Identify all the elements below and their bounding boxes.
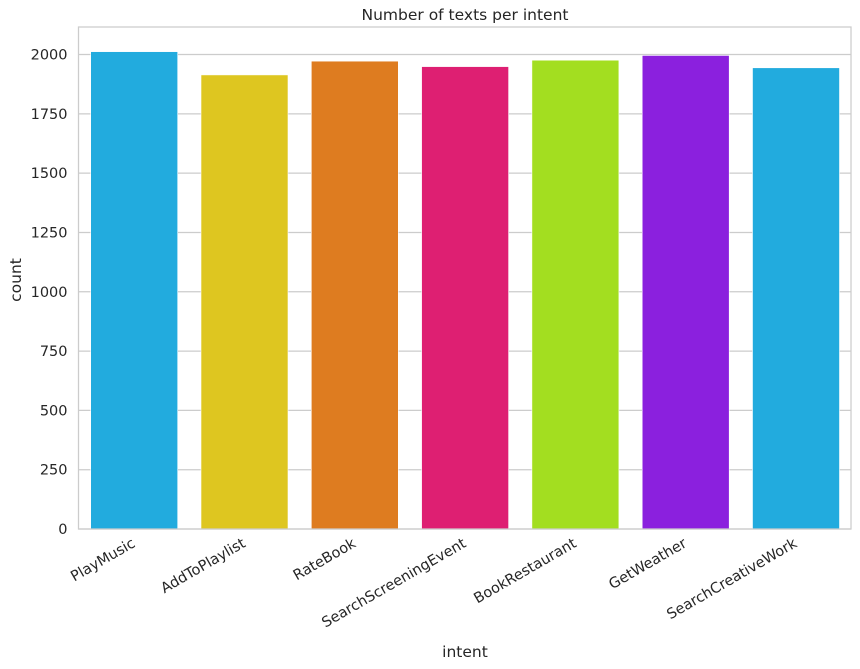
chart-title: Number of texts per intent	[362, 6, 569, 24]
y-tick-label: 250	[40, 463, 68, 479]
bar-getweather	[641, 55, 730, 530]
y-axis-label: count	[7, 258, 25, 302]
bars	[90, 51, 840, 530]
x-tick-label: GetWeather	[606, 536, 689, 593]
bar-ratebook	[310, 60, 399, 530]
y-tick-label: 1250	[31, 225, 68, 241]
bar-searchcreativework	[752, 67, 840, 530]
bar-addtoplaylist	[200, 74, 289, 530]
x-tick-label: AddToPlaylist	[158, 535, 248, 596]
y-tick-labels: 0 250 500 750 1000 1250 1500 1750 2000	[31, 48, 68, 539]
y-tick-label: 2000	[31, 48, 68, 64]
y-tick-label: 1500	[31, 166, 68, 182]
y-tick-label: 750	[40, 344, 68, 360]
x-tick-labels: PlayMusic AddToPlaylist RateBookSearchScre…	[68, 535, 800, 631]
y-tick-label: 1750	[31, 107, 68, 123]
bar-playmusic	[90, 51, 178, 530]
x-axis-label: intent	[442, 643, 488, 661]
plot-frame	[77, 26, 852, 530]
bar-bookrestaurant	[531, 59, 620, 530]
bar-searchscreeningevent	[421, 66, 509, 530]
x-tick-label: PlayMusic	[68, 536, 138, 586]
y-tick-label: 0	[58, 522, 67, 538]
y-tick-label: 500	[40, 403, 68, 419]
x-tick-label: RateBook	[291, 535, 360, 584]
x-tick-label: BookRestaurant	[471, 535, 579, 607]
y-tick-label: 1000	[31, 285, 68, 301]
